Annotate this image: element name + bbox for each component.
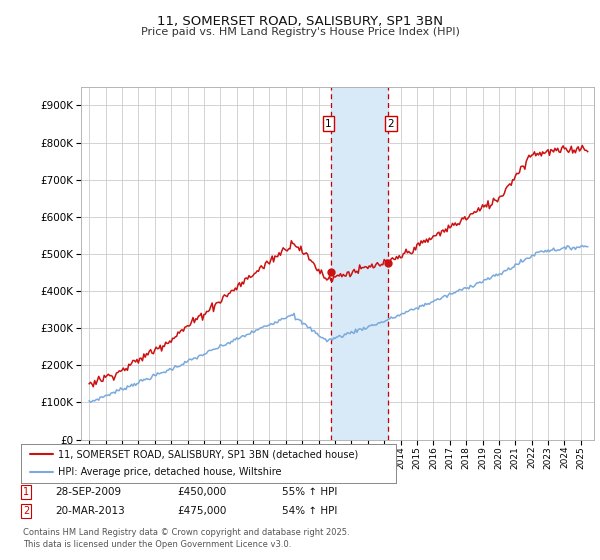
Text: 20-MAR-2013: 20-MAR-2013 [55, 506, 125, 516]
Text: 2: 2 [23, 506, 29, 516]
Text: 28-SEP-2009: 28-SEP-2009 [55, 487, 121, 497]
Text: 1: 1 [23, 487, 29, 497]
Text: 11, SOMERSET ROAD, SALISBURY, SP1 3BN (detached house): 11, SOMERSET ROAD, SALISBURY, SP1 3BN (d… [59, 449, 359, 459]
Text: Contains HM Land Registry data © Crown copyright and database right 2025.
This d: Contains HM Land Registry data © Crown c… [23, 528, 349, 549]
Text: 54% ↑ HPI: 54% ↑ HPI [282, 506, 337, 516]
Text: £450,000: £450,000 [177, 487, 226, 497]
Text: 11, SOMERSET ROAD, SALISBURY, SP1 3BN: 11, SOMERSET ROAD, SALISBURY, SP1 3BN [157, 15, 443, 27]
Text: 2: 2 [388, 119, 394, 129]
Text: £475,000: £475,000 [177, 506, 226, 516]
Text: Price paid vs. HM Land Registry's House Price Index (HPI): Price paid vs. HM Land Registry's House … [140, 27, 460, 37]
Bar [331, 87, 388, 440]
Text: HPI: Average price, detached house, Wiltshire: HPI: Average price, detached house, Wilt… [59, 467, 282, 477]
Text: 1: 1 [325, 119, 332, 129]
Text: 55% ↑ HPI: 55% ↑ HPI [282, 487, 337, 497]
